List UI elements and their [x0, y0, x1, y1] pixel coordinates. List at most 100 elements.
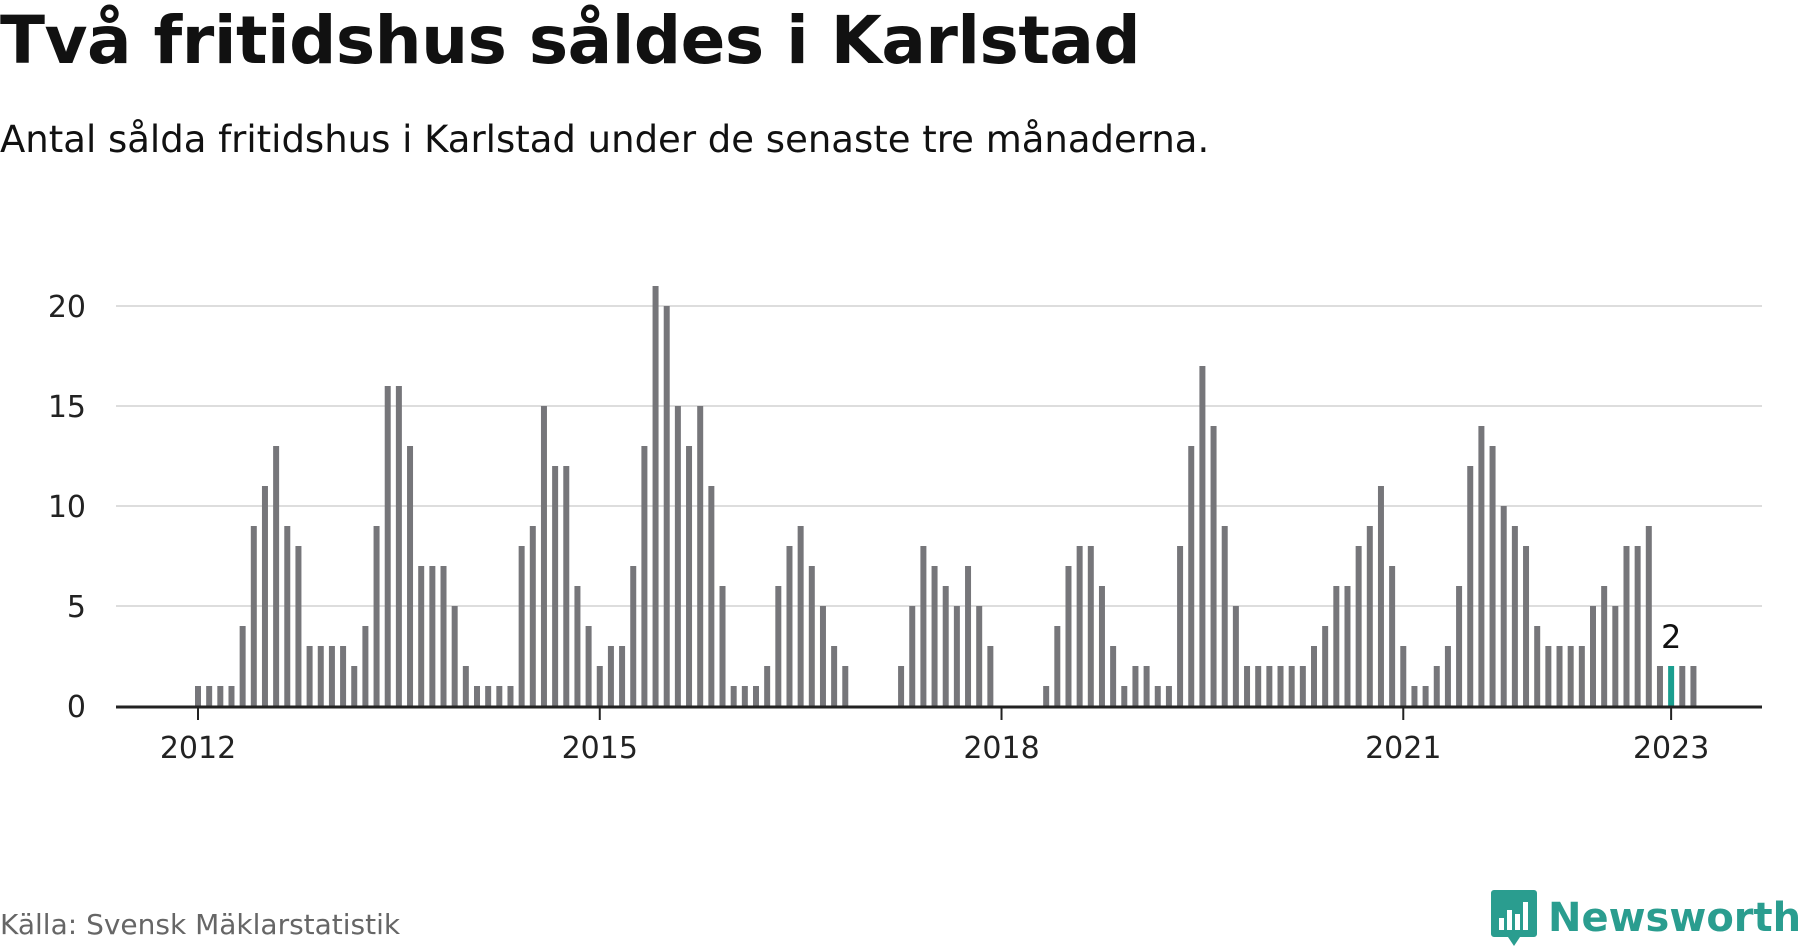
bar: [1567, 646, 1574, 706]
bar: [898, 666, 905, 706]
bar: [1344, 586, 1351, 706]
bar: [953, 606, 960, 706]
bar: [764, 666, 771, 706]
bar: [1188, 446, 1195, 706]
bar: [641, 446, 648, 706]
bar: [273, 446, 280, 706]
source-note: Källa: Svensk Mäklarstatistik: [0, 908, 401, 941]
bar: [429, 566, 436, 706]
bar: [708, 486, 715, 706]
bar: [1132, 666, 1139, 706]
bar: [719, 586, 726, 706]
bar: [496, 686, 503, 706]
bar: [1511, 526, 1518, 706]
bar: [741, 686, 748, 706]
x-tick-label: 2015: [562, 731, 638, 766]
bar: [1366, 526, 1373, 706]
bar: [652, 286, 659, 706]
bar: [1087, 546, 1094, 706]
x-tick-label: 2023: [1633, 731, 1709, 766]
bar: [563, 466, 570, 706]
bar: [1299, 666, 1306, 706]
newsworthy-logo: Newsworthy: [1490, 888, 1800, 948]
annotations: 2: [1661, 618, 1681, 656]
newsworthy-logo-text: Newsworthy: [1548, 895, 1800, 941]
bars: [195, 286, 1697, 706]
bar: [418, 566, 425, 706]
bar: [1500, 506, 1507, 706]
bar: [317, 646, 324, 706]
bar-highlight: [1668, 666, 1675, 706]
bar: [1221, 526, 1228, 706]
bar: [976, 606, 983, 706]
bar: [1043, 686, 1050, 706]
chart-subtitle: Antal sålda fritidshus i Karlstad under …: [0, 118, 1210, 161]
bar: [451, 606, 458, 706]
bar: [295, 546, 302, 706]
bar: [328, 646, 335, 706]
bar: [1645, 526, 1652, 706]
bar: [909, 606, 916, 706]
x-tick-label: 2021: [1365, 731, 1441, 766]
bar: [1232, 606, 1239, 706]
bar: [1467, 466, 1474, 706]
bar: [1076, 546, 1083, 706]
bar: [786, 546, 793, 706]
bar: [842, 666, 849, 706]
bar: [831, 646, 838, 706]
bar: [574, 586, 581, 706]
bar: [239, 626, 246, 706]
bar: [552, 466, 559, 706]
bar: [440, 566, 447, 706]
bar: [1154, 686, 1161, 706]
y-axis-ticks: 0 5 10 15 20: [48, 290, 86, 725]
bar: [674, 406, 681, 706]
bar: [942, 586, 949, 706]
bar: [1255, 666, 1262, 706]
bar: [1244, 666, 1251, 706]
bar: [1288, 666, 1295, 706]
bar: [529, 526, 536, 706]
bar: [1177, 546, 1184, 706]
bar: [1545, 646, 1552, 706]
bar: [1065, 566, 1072, 706]
bar: [1110, 646, 1117, 706]
bar: [730, 686, 737, 706]
bar: [1098, 586, 1105, 706]
bar: [507, 686, 514, 706]
bar: [775, 586, 782, 706]
bar: [753, 686, 759, 706]
bar: [1355, 546, 1362, 706]
bar: [1400, 646, 1407, 706]
bar: [987, 646, 994, 706]
bar-chart: 0 5 10 15 20 2012 2015 2018 2021 2023 2: [48, 286, 1762, 766]
bar: [920, 546, 927, 706]
bar: [1656, 666, 1663, 706]
bar: [1679, 666, 1686, 706]
bar: [261, 486, 268, 706]
bar: [697, 406, 704, 706]
bar: [1422, 686, 1429, 706]
bar: [1199, 366, 1206, 706]
bar: [1456, 586, 1463, 706]
y-tick-label: 10: [48, 490, 86, 525]
bar: [1578, 646, 1585, 706]
bar: [284, 526, 291, 706]
bar: [1322, 626, 1329, 706]
y-tick-label: 20: [48, 290, 86, 325]
bar: [630, 566, 637, 706]
bar: [797, 526, 804, 706]
bar: [1489, 446, 1496, 706]
data-label: 2: [1661, 618, 1681, 656]
bar: [1377, 486, 1384, 706]
bar: [228, 686, 235, 706]
bar: [1556, 646, 1563, 706]
bar: [1389, 566, 1396, 706]
bar: [663, 306, 670, 706]
x-axis-ticks: 2012 2015 2018 2021 2023: [160, 708, 1709, 766]
bar: [1534, 626, 1541, 706]
bar: [1523, 546, 1530, 706]
bar: [250, 526, 257, 706]
x-tick-label: 2012: [160, 731, 236, 766]
y-tick-label: 0: [67, 690, 86, 725]
